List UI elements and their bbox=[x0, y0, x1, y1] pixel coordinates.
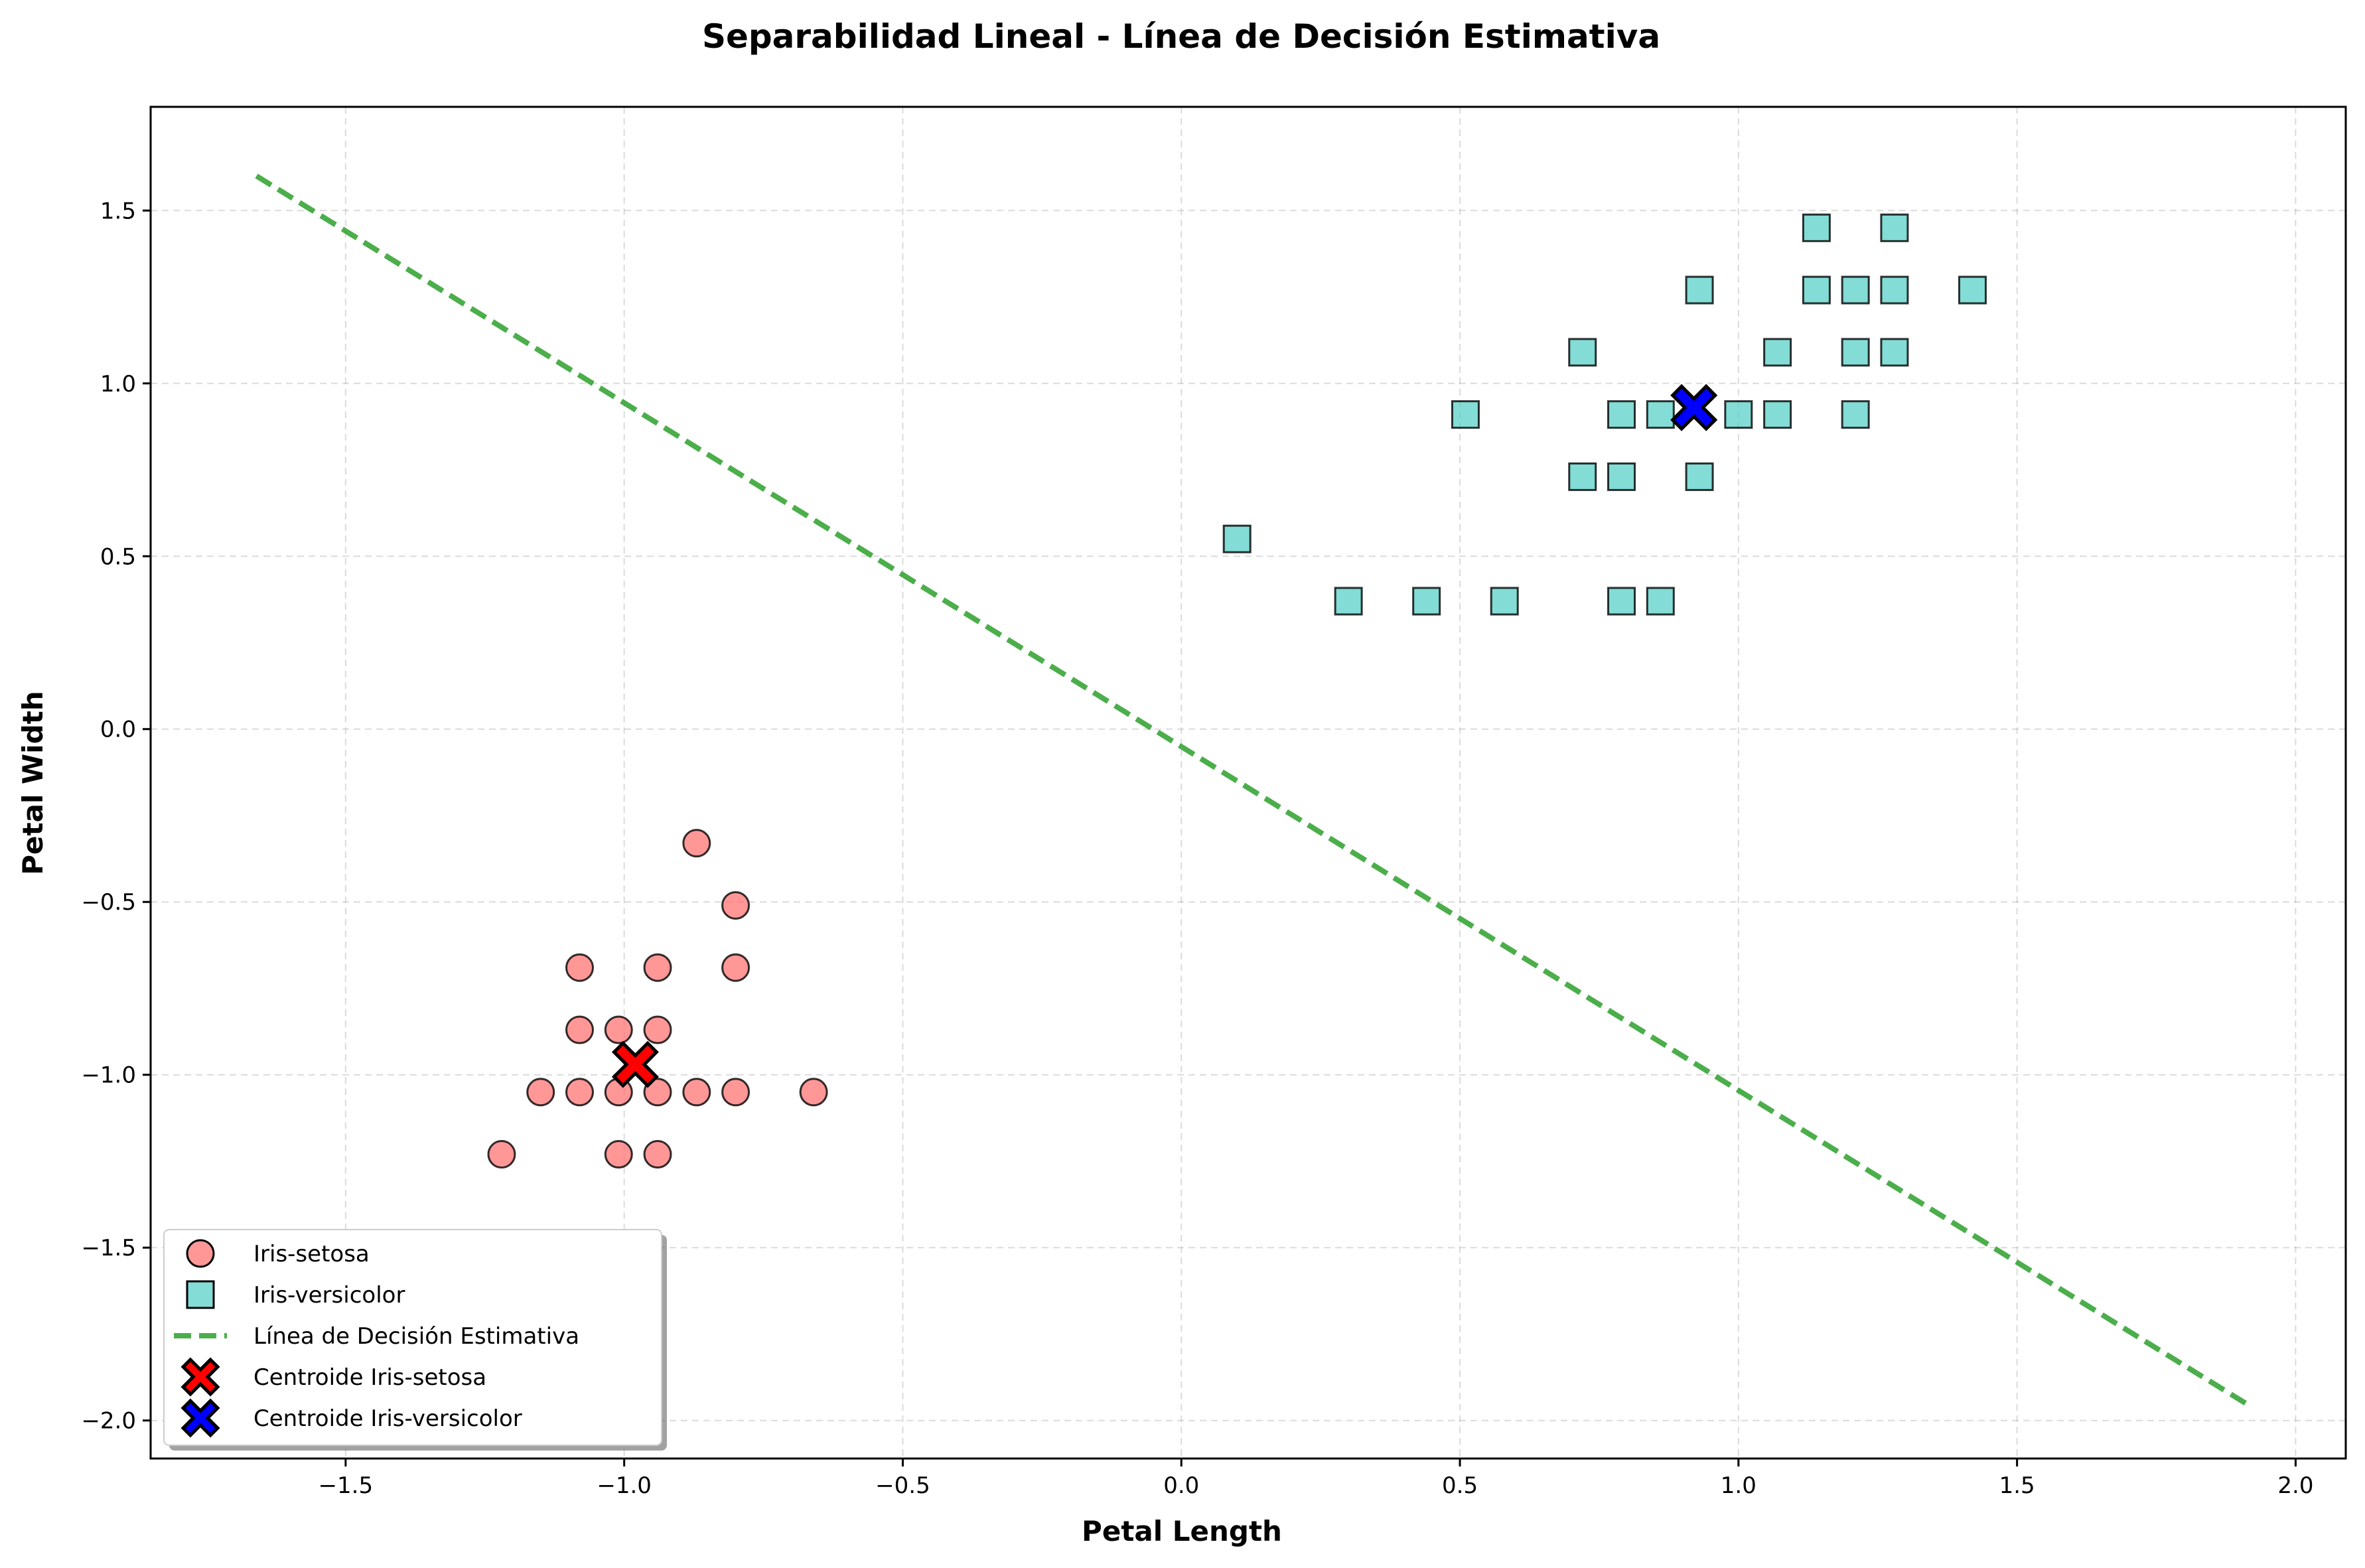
decision-line-layer bbox=[255, 173, 2247, 1406]
x-tick-label: −0.5 bbox=[875, 1472, 930, 1499]
y-tick-label: 1.0 bbox=[100, 371, 136, 397]
versicolor-point bbox=[1841, 400, 1870, 429]
versicolor-point bbox=[1451, 400, 1480, 429]
versicolor-point bbox=[1841, 275, 1870, 305]
setosa-point bbox=[643, 1078, 672, 1107]
plot-frame bbox=[149, 106, 2347, 1460]
setosa-point bbox=[604, 1015, 633, 1044]
versicolor-point bbox=[1568, 462, 1597, 491]
x-tick-label: 1.5 bbox=[1999, 1472, 2035, 1499]
versicolor-point bbox=[1646, 400, 1675, 429]
x-tick-label: −1.5 bbox=[319, 1472, 374, 1499]
y-tick-label: −2.0 bbox=[81, 1408, 136, 1435]
setosa-point bbox=[604, 1140, 633, 1169]
legend-centroid-versicolor-swatch bbox=[180, 1398, 220, 1438]
y-tick-label: −1.0 bbox=[81, 1062, 136, 1089]
grid-lines bbox=[151, 107, 2346, 1459]
versicolor-point bbox=[1763, 338, 1792, 367]
versicolor-point bbox=[1880, 213, 1909, 242]
versicolor-point bbox=[1334, 587, 1363, 616]
versicolor-point bbox=[1880, 275, 1909, 305]
legend-setosa-swatch bbox=[186, 1239, 215, 1268]
setosa-point bbox=[643, 953, 672, 982]
legend-label: Centroide Iris-versicolor bbox=[253, 1405, 522, 1432]
setosa-point bbox=[487, 1140, 516, 1169]
x-axis-label: Petal Length bbox=[1082, 1515, 1282, 1547]
centroid-layer bbox=[611, 384, 1718, 1088]
y-tick-label: 0.5 bbox=[100, 543, 136, 570]
x-tick-label: 0.5 bbox=[1442, 1472, 1478, 1499]
x-tick-label: −1.0 bbox=[597, 1472, 652, 1499]
versicolor-point bbox=[1685, 462, 1714, 491]
setosa-point bbox=[643, 1140, 672, 1169]
centroid-versicolor-marker bbox=[1670, 384, 1718, 431]
setosa-point bbox=[799, 1078, 828, 1107]
versicolor-point bbox=[1646, 587, 1675, 616]
versicolor-point bbox=[1841, 338, 1870, 367]
setosa-point bbox=[721, 891, 751, 920]
versicolor-point bbox=[1724, 400, 1753, 429]
x-tick-label: 1.0 bbox=[1721, 1472, 1756, 1499]
centroid-setosa-marker bbox=[611, 1040, 659, 1088]
versicolor-point bbox=[1568, 338, 1597, 367]
y-tick-label: −1.5 bbox=[81, 1235, 136, 1261]
x-tick-label: 0.0 bbox=[1163, 1472, 1199, 1499]
setosa-point bbox=[565, 1078, 594, 1107]
chart-title: Separabilidad Lineal - Línea de Decisión… bbox=[702, 17, 1660, 56]
setosa-point bbox=[721, 953, 751, 982]
versicolor-point bbox=[1880, 338, 1909, 367]
setosa-point bbox=[643, 1015, 672, 1044]
legend-centroid-setosa-swatch bbox=[180, 1357, 220, 1397]
versicolor-point bbox=[1607, 587, 1636, 616]
legend-label: Iris-versicolor bbox=[253, 1282, 405, 1309]
y-axis-label: Petal Width bbox=[17, 691, 49, 875]
versicolor-point bbox=[1763, 400, 1792, 429]
x-tick-label: 2.0 bbox=[2277, 1472, 2313, 1499]
versicolor-point bbox=[1802, 213, 1831, 242]
decision-line bbox=[255, 173, 2247, 1406]
setosa-point bbox=[682, 829, 711, 858]
versicolor-point bbox=[1607, 462, 1636, 491]
versicolor-point bbox=[1685, 275, 1714, 305]
legend: Iris-setosa Iris-versicolor Línea de Decis… bbox=[163, 1229, 667, 1451]
data-points-layer bbox=[487, 213, 1987, 1169]
y-tick-label: −0.5 bbox=[81, 889, 136, 916]
setosa-point bbox=[721, 1078, 751, 1107]
legend-box bbox=[163, 1229, 662, 1446]
legend-label: Centroide Iris-setosa bbox=[253, 1364, 486, 1391]
y-tick-label: 0.0 bbox=[100, 717, 136, 743]
setosa-point bbox=[682, 1078, 711, 1107]
legend-label: Iris-setosa bbox=[253, 1241, 370, 1267]
legend-label: Línea de Decisión Estimativa bbox=[253, 1323, 579, 1350]
setosa-point bbox=[565, 1015, 594, 1044]
versicolor-point bbox=[1607, 400, 1636, 429]
setosa-point bbox=[526, 1078, 555, 1107]
axis-ticks: −1.5 −1.0 −0.5 0.0 0.5 1.0 1.5 2.0 −2.0 −1.5 −1.0 −… bbox=[81, 198, 2313, 1499]
legend-versicolor-swatch bbox=[186, 1280, 215, 1309]
versicolor-point bbox=[1958, 275, 1987, 305]
versicolor-point bbox=[1412, 587, 1441, 616]
y-tick-label: 1.5 bbox=[100, 198, 136, 224]
versicolor-point bbox=[1490, 587, 1519, 616]
versicolor-point bbox=[1802, 275, 1831, 305]
setosa-point bbox=[565, 953, 594, 982]
versicolor-point bbox=[1222, 524, 1252, 553]
